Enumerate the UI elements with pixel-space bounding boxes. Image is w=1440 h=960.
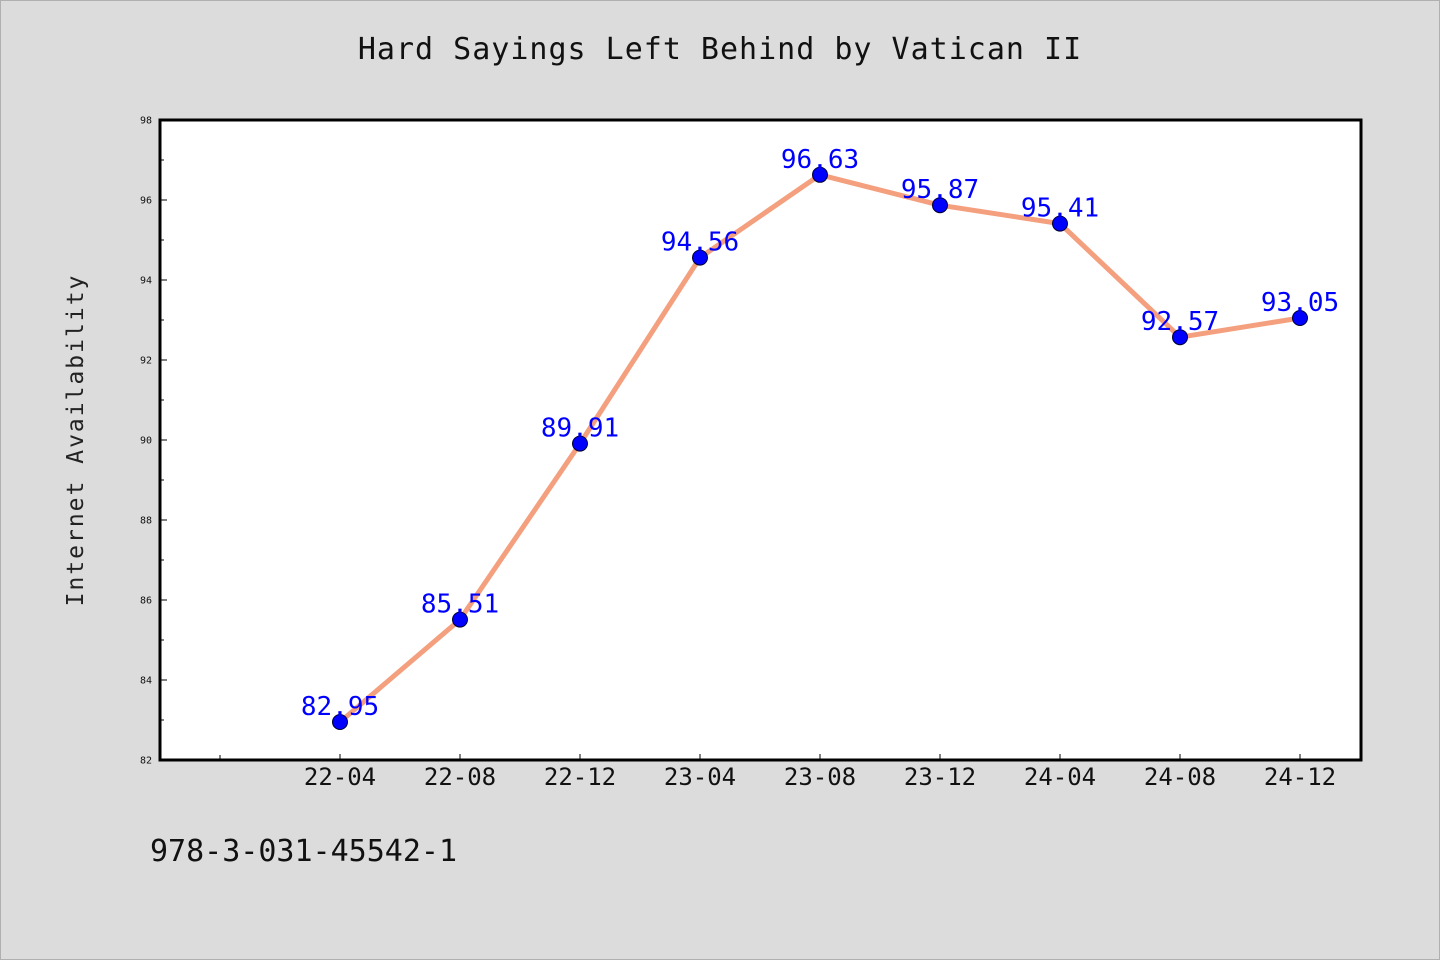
- y-tick-label: 92: [140, 356, 152, 367]
- x-tick-label: 22-08: [424, 763, 496, 791]
- y-axis: 82 84 86 88 90 92 94 96 98: [140, 116, 167, 767]
- data-label: 85.51: [421, 590, 499, 620]
- y-tick-label: 96: [140, 196, 152, 207]
- x-tick-label: 23-12: [904, 763, 976, 791]
- data-point: [1052, 215, 1068, 232]
- data-point: [812, 166, 828, 183]
- y-tick-label: 90: [140, 436, 152, 447]
- y-tick-label: 86: [140, 596, 152, 607]
- data-label: 95.87: [901, 175, 979, 205]
- data-label: 92.57: [1141, 307, 1219, 337]
- data-point: [1172, 329, 1188, 346]
- y-tick-label: 94: [140, 276, 152, 287]
- data-label: 93.05: [1261, 288, 1339, 318]
- data-point: [452, 611, 468, 628]
- x-axis: 22-04 22-08 22-12 23-04 23-08 23-12 24-04 24-08…: [219, 754, 1336, 791]
- y-tick-label: 82: [140, 756, 152, 767]
- x-tick-label: 22-04: [304, 763, 376, 791]
- data-label: 82.95: [301, 692, 379, 722]
- x-tick-label: 23-08: [784, 763, 856, 791]
- x-tick-label: 22-12: [544, 763, 616, 791]
- x-tick-label: 24-12: [1264, 763, 1336, 791]
- data-point: [332, 714, 348, 730]
- y-tick-label: 84: [140, 676, 152, 687]
- chart-title: Hard Sayings Left Behind by Vatican II: [357, 32, 1083, 67]
- data-point: [1292, 310, 1308, 326]
- data-point: [932, 197, 948, 214]
- data-label: 94.56: [661, 228, 739, 258]
- plot-area: [158, 118, 1363, 762]
- data-labels: 82.95 85.51 89.91 94.56 96.63 95.87 95.41 92.57…: [301, 145, 1339, 722]
- y-tick-label: 88: [140, 516, 152, 527]
- data-point: [572, 435, 588, 452]
- x-tick-label: 23-04: [664, 763, 736, 791]
- x-tick-label: 24-08: [1144, 763, 1216, 791]
- data-label: 95.41: [1021, 194, 1099, 224]
- series: [332, 166, 1308, 730]
- y-tick-label: 98: [140, 116, 152, 127]
- data-point: [692, 249, 708, 266]
- footnote-isbn: 978-3-031-45542-1: [150, 834, 458, 869]
- x-tick-label: 24-04: [1024, 763, 1096, 791]
- data-label: 96.63: [781, 145, 859, 175]
- data-label: 89.91: [541, 414, 619, 444]
